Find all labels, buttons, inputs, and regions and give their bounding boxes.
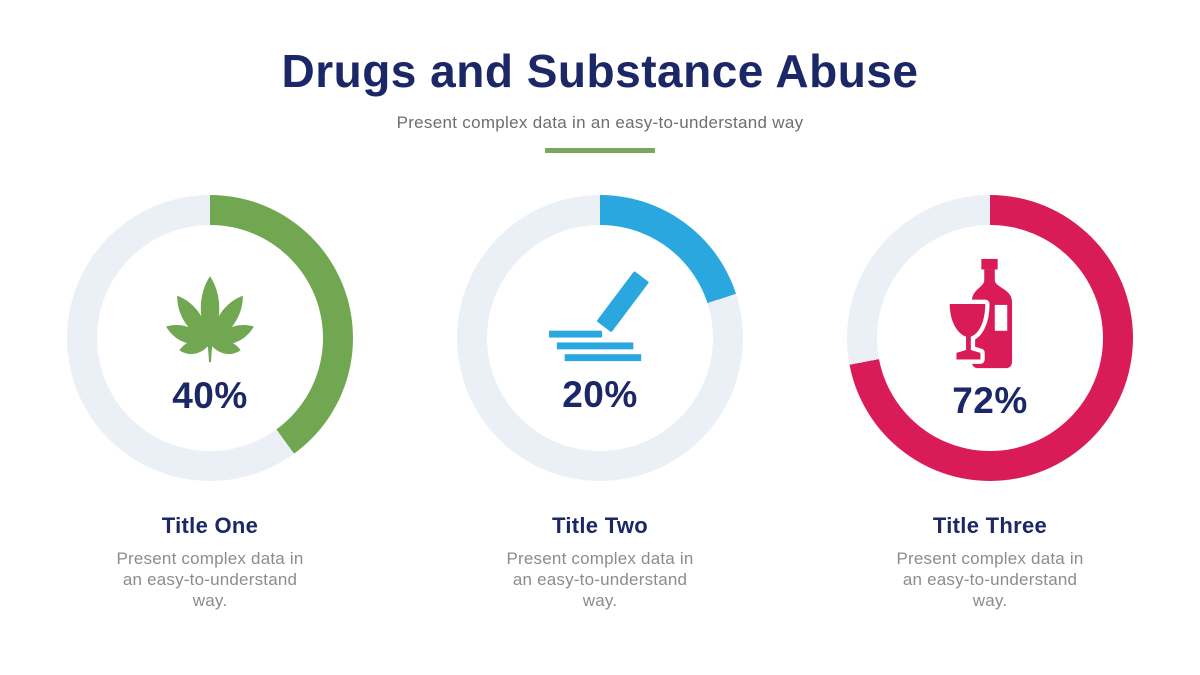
donut-ring: 72%	[847, 194, 1133, 481]
percent-value: 40%	[172, 375, 248, 417]
page-title: Drugs and Substance Abuse	[281, 45, 919, 97]
chart-title: Title Two	[552, 512, 648, 538]
chart-column: 40% Title One Present complex data in an…	[26, 194, 394, 611]
donut-ring: 40%	[67, 194, 353, 481]
page-subtitle: Present complex data in an easy-to-under…	[396, 112, 804, 132]
slide-header: Drugs and Substance Abuse Present comple…	[0, 0, 1200, 153]
chart-column: 20% Title Two Present complex data in an…	[416, 194, 784, 611]
title-divider	[545, 147, 655, 153]
chart-title: Title Three	[932, 512, 1048, 538]
chart-column: 72% Title Three Present complex data in …	[806, 194, 1174, 611]
donut-inner: 40%	[97, 224, 323, 451]
chart-description: Present complex data in an easy-to-under…	[896, 548, 1084, 610]
chart-title: Title One	[161, 512, 259, 538]
charts-row: 40% Title One Present complex data in an…	[0, 194, 1200, 611]
donut-ring: 20%	[457, 194, 743, 481]
powder-lines-icon	[548, 271, 649, 362]
chart-description: Present complex data in an easy-to-under…	[506, 548, 694, 610]
percent-value: 20%	[562, 374, 638, 416]
percent-value: 72%	[952, 379, 1028, 421]
wine-bottle-wineglass-icon	[945, 258, 1013, 368]
donut-inner: 72%	[877, 224, 1103, 451]
cannabis-leaf-icon	[166, 276, 254, 363]
donut-inner: 20%	[487, 224, 713, 451]
chart-description: Present complex data in an easy-to-under…	[116, 548, 304, 610]
